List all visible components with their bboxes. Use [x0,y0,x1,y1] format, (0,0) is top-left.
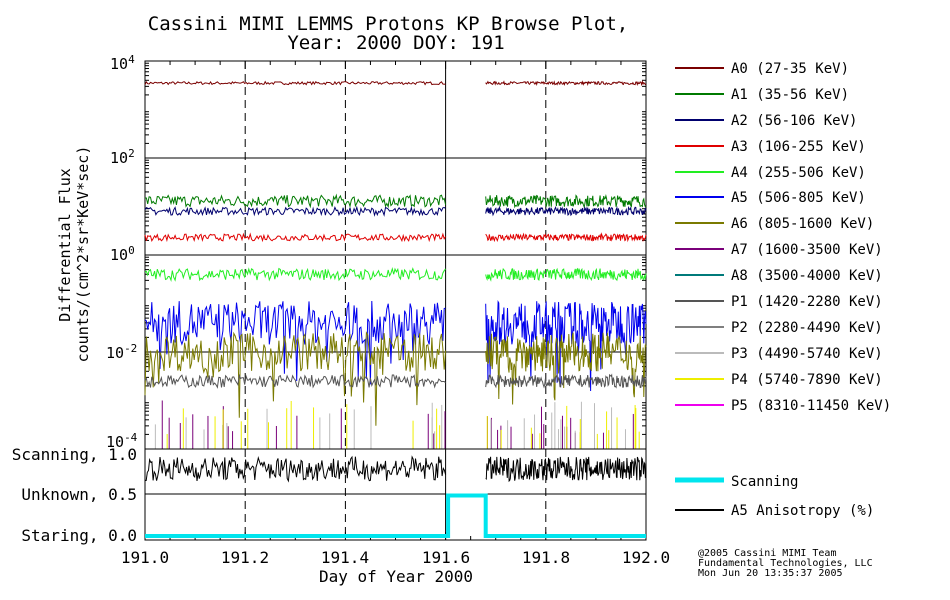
legend-label: A4 (255-506 KeV) [731,165,866,181]
series-line [144,266,647,283]
upper-y-tick-10e-4: 10-4 [106,431,138,451]
legend-label: A5 (506-805 KeV) [731,190,866,206]
series-line-scanning [145,493,646,538]
svg-text:104: 104 [110,53,135,73]
upper-y-tick-10e-2: 10-2 [106,342,137,362]
legend-entry-a3: A3 (106-255 KeV) [675,139,866,155]
legend-entry-a4: A4 (255-506 KeV) [675,165,866,181]
legend-label: A8 (3500-4000 KeV) [731,268,883,284]
x-tick-label: 191.4 [321,548,369,567]
legend-label: A7 (1600-3500 KeV) [731,242,883,258]
lower-y-tick-scanning: Scanning, 1.0 [12,445,137,464]
series-line [145,193,647,209]
x-axis-label: Day of Year 2000 [319,567,473,586]
legend-label: P4 (5740-7890 KeV) [731,372,883,388]
legend-lower: Scanning A5 Anisotropy (%) [675,474,874,519]
legend-entry-scanning: Scanning [675,474,798,490]
legend-entry-p5: P5 (8310-11450 KeV) [675,398,891,414]
x-tick-label: 191.6 [422,548,470,567]
legend-upper: A0 (27-35 KeV) A1 (35-56 KeV) A2 (56-106… [675,61,891,414]
svg-text:10-4: 10-4 [106,431,138,451]
svg-text:10-2: 10-2 [106,342,137,362]
lower-y-tick-unknown: Unknown, 0.5 [21,485,137,504]
legend-label: P3 (4490-5740 KeV) [731,346,883,362]
credit-line: @2005 Cassini MIMI Team [698,548,836,559]
legend-entry-a5: A5 (506-805 KeV) [675,190,866,206]
y-axis-label-line-2: counts/(cm^2*sr*KeV*sec) [74,146,92,363]
legend-entry-p1: P1 (1420-2280 KeV) [675,294,883,310]
upper-y-tick-10e0: 100 [110,244,135,264]
series-line [144,232,647,243]
x-tick-label: 191.0 [121,548,169,567]
legend-entry-a7: A7 (1600-3500 KeV) [675,242,883,258]
chart-title-line-2: Year: 2000 DOY: 191 [287,32,504,54]
legend-entry-a6: A6 (805-1600 KeV) [675,216,874,232]
lower-y-tick-staring: Staring, 0.0 [21,526,137,545]
x-tick-label: 191.8 [522,548,570,567]
credit-line: Mon Jun 20 13:35:37 2005 [698,568,843,579]
series-line [144,331,647,426]
series-line-anisotropy [145,455,647,483]
x-tick-label: 191.2 [221,548,269,567]
series-line [144,205,647,217]
legend-label: P2 (2280-4490 KeV) [731,320,883,336]
series-line [144,79,647,87]
credit-line: Fundamental Technologies, LLC [698,558,873,569]
legend-entry-a2: A2 (56-106 KeV) [675,113,857,129]
legend-label: A3 (106-255 KeV) [731,139,866,155]
upper-y-tick-10e2: 102 [110,147,135,167]
svg-text:102: 102 [110,147,135,167]
legend-label: Scanning [731,474,798,490]
upper-panel [144,60,647,450]
legend-entry-p2: P2 (2280-4490 KeV) [675,320,883,336]
x-tick-label: 192.0 [622,548,670,567]
series-line [144,373,647,389]
svg-text:100: 100 [110,244,135,264]
legend-entry-a8: A8 (3500-4000 KeV) [675,268,883,284]
upper-y-tick-10e4: 104 [110,53,135,73]
lower-panel [144,448,647,541]
legend-entry-p4: P4 (5740-7890 KeV) [675,372,883,388]
legend-label: A1 (35-56 KeV) [731,87,849,103]
y-axis-label-line-1: Differential Flux [56,168,74,322]
legend-entry-anisotropy: A5 Anisotropy (%) [675,503,874,519]
legend-entry-a0: A0 (27-35 KeV) [675,61,849,77]
legend-entry-a1: A1 (35-56 KeV) [675,87,849,103]
legend-label: A2 (56-106 KeV) [731,113,857,129]
legend-label: P5 (8310-11450 KeV) [731,398,891,414]
legend-entry-p3: P3 (4490-5740 KeV) [675,346,883,362]
legend-label: A5 Anisotropy (%) [731,503,874,519]
legend-label: A6 (805-1600 KeV) [731,216,874,232]
legend-label: P1 (1420-2280 KeV) [731,294,883,310]
chart-title-line-1: Cassini MIMI LEMMS Protons KP Browse Plo… [148,13,628,35]
legend-label: A0 (27-35 KeV) [731,61,849,77]
